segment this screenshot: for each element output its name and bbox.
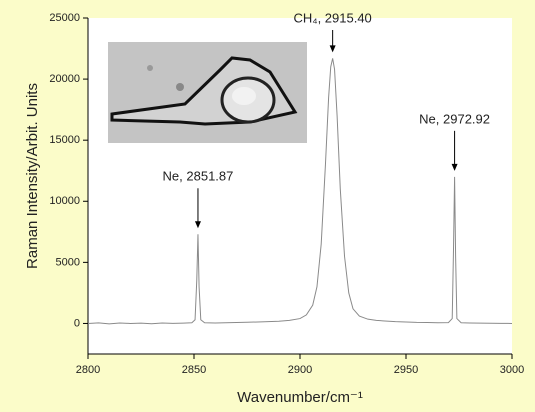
x-tick-label: 2800 xyxy=(76,364,100,376)
y-tick-label: 15000 xyxy=(49,134,80,146)
x-tick-label: 2950 xyxy=(394,364,418,376)
y-tick-label: 10000 xyxy=(49,195,80,207)
y-tick-label: 25000 xyxy=(49,12,80,24)
annotation: Ne, 2972.92 xyxy=(419,111,490,126)
annotation-arrowhead xyxy=(451,163,458,171)
y-axis-title: Raman Intensity/Arbit. Units xyxy=(24,83,41,269)
x-tick-label: 2850 xyxy=(182,364,206,376)
x-tick-label: 2900 xyxy=(288,364,312,376)
y-tick-label: 5000 xyxy=(56,256,80,268)
annotation-arrowhead xyxy=(329,45,336,53)
annotation: Ne, 2851.87 xyxy=(163,169,234,184)
annotation-arrowhead xyxy=(194,221,201,229)
annotation: CH₄, 2915.40 xyxy=(293,10,371,25)
y-tick-label: 20000 xyxy=(49,73,80,85)
x-axis-title: Wavenumber/cm⁻¹ xyxy=(237,389,363,406)
inset-image xyxy=(108,42,307,143)
x-tick-label: 3000 xyxy=(500,364,524,376)
spectrum-line xyxy=(87,58,513,325)
y-tick-label: 0 xyxy=(74,317,80,329)
